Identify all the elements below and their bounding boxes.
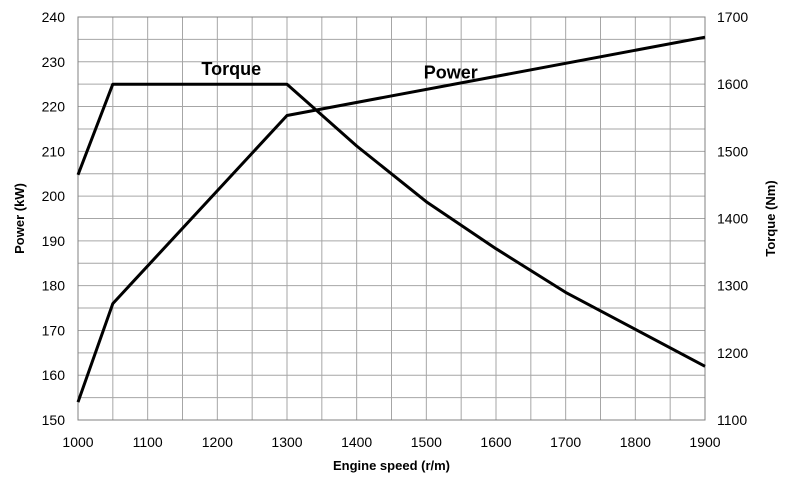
y-right-tick-label: 1200 [717,345,748,361]
series [76,35,706,403]
y-left-tick-label: 230 [42,54,66,70]
x-tick-labels: 1000 1100 1200 1300 1400 1500 1600 1700 1800 1900 [62,434,720,450]
x-tick-label: 1400 [341,434,372,450]
x-tick-label: 1800 [620,434,651,450]
y-left-tick-label: 190 [42,233,66,249]
y-left-tick-label: 160 [42,367,66,383]
series-line-power [76,35,706,403]
grid [77,16,706,421]
y-left-tick-label: 240 [42,9,66,25]
y-right-axis-title: Torque (Nm) [763,180,778,256]
plot-frame [77,16,706,421]
y-left-tick-label: 170 [42,322,66,338]
y-left-tick-label: 220 [42,99,66,115]
y-left-tick-label: 180 [42,278,66,294]
series-label-power: Power [424,63,478,83]
y-right-tick-label: 1300 [717,278,748,294]
y-left-tick-label: 210 [42,143,66,159]
y-right-tick-labels: 1100 1200 1300 1400 1500 1600 1700 [717,9,748,428]
x-tick-label: 1000 [62,434,93,450]
y-right-tick-label: 1600 [717,76,748,92]
x-tick-label: 1500 [411,434,442,450]
x-tick-label: 1300 [271,434,302,450]
x-tick-label: 1200 [202,434,233,450]
series-label-torque: Torque [201,59,261,79]
y-right-tick-label: 1400 [717,211,748,227]
x-tick-label: 1600 [480,434,511,450]
y-left-axis-title: Power (kW) [12,183,27,254]
y-left-tick-labels: 150 160 170 180 190 200 210 220 230 240 [42,9,66,428]
x-axis-title: Engine speed (r/m) [333,458,450,473]
series-line-torque [76,82,706,368]
y-left-tick-label: 150 [42,412,66,428]
y-left-tick-label: 200 [42,188,66,204]
y-right-tick-label: 1700 [717,9,748,25]
y-right-tick-label: 1100 [717,412,747,428]
y-right-tick-label: 1500 [717,143,748,159]
x-tick-label: 1700 [550,434,581,450]
x-tick-label: 1900 [689,434,720,450]
x-tick-label: 1100 [133,434,163,450]
